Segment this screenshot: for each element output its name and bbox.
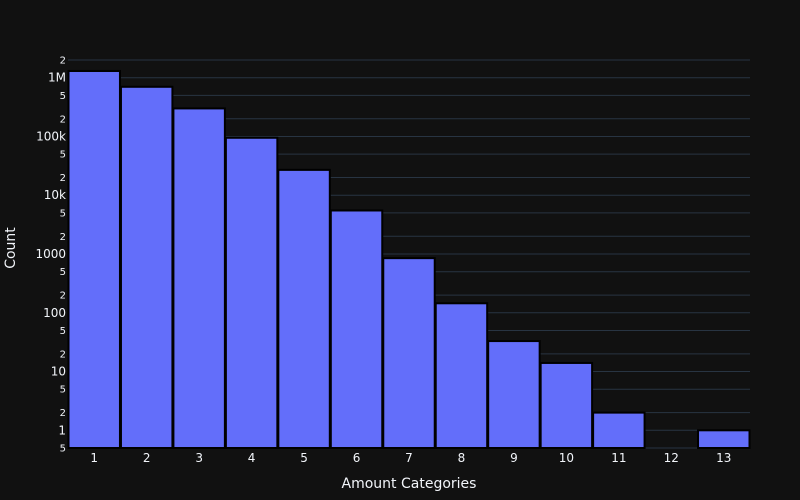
x-tick-label: 7 — [405, 451, 413, 465]
x-tick-label: 1 — [90, 451, 98, 465]
y-minor-tick-label: 5 — [60, 444, 66, 455]
y-tick-label: 1000 — [35, 247, 66, 261]
y-minor-tick-label: 2 — [60, 56, 66, 67]
bar-4[interactable] — [224, 136, 279, 449]
x-axis-title: Amount Categories — [342, 476, 477, 492]
bar-layer — [67, 69, 751, 450]
x-tick-label: 13 — [716, 451, 731, 465]
x-tick-label: 10 — [559, 451, 574, 465]
y-axis-ticks: 1 10 100 1000 10k 100k 1M 5 2 5 2 5 2 5 2 5 2 5 2 5 2 — [35, 56, 66, 455]
bar-13[interactable] — [697, 429, 751, 449]
y-minor-tick-label: 5 — [60, 385, 66, 396]
y-minor-tick-label: 5 — [60, 150, 66, 161]
x-tick-label: 9 — [510, 451, 518, 465]
bar-7[interactable] — [382, 257, 436, 449]
y-minor-tick-label: 2 — [60, 291, 66, 302]
y-axis-title: Count — [3, 227, 19, 269]
bar-3[interactable] — [172, 107, 226, 449]
y-tick-label: 100k — [36, 129, 66, 143]
x-tick-label: 6 — [353, 451, 361, 465]
bar-6[interactable] — [329, 209, 384, 449]
y-minor-tick-label: 2 — [60, 349, 66, 360]
bar-5[interactable] — [277, 168, 331, 449]
bar-2[interactable] — [119, 85, 174, 449]
x-tick-label: 4 — [248, 451, 256, 465]
y-minor-tick-label: 2 — [60, 408, 66, 419]
y-tick-label: 1M — [48, 71, 66, 85]
y-tick-label: 10 — [51, 365, 66, 379]
x-tick-label: 11 — [611, 451, 626, 465]
y-tick-label: 100 — [43, 306, 66, 320]
x-tick-label: 2 — [143, 451, 151, 465]
y-minor-tick-label: 2 — [60, 114, 66, 125]
y-tick-label: 10k — [44, 188, 66, 202]
y-minor-tick-label: 5 — [60, 267, 66, 278]
bar-1[interactable] — [67, 69, 121, 449]
y-minor-tick-label: 5 — [60, 326, 66, 337]
x-tick-label: 5 — [300, 451, 308, 465]
x-tick-label: 3 — [195, 451, 203, 465]
x-tick-label: 12 — [664, 451, 679, 465]
y-minor-tick-label: 5 — [60, 91, 66, 102]
bar-11[interactable] — [592, 411, 646, 450]
y-minor-tick-label: 5 — [60, 208, 66, 219]
x-tick-label: 8 — [458, 451, 466, 465]
bar-8[interactable] — [434, 302, 489, 449]
bar-9[interactable] — [487, 340, 541, 450]
x-axis-ticks: 1 2 3 4 5 6 7 8 9 10 11 12 13 — [90, 451, 731, 465]
bar-10[interactable] — [539, 361, 594, 450]
y-tick-label: 1 — [58, 423, 66, 437]
y-minor-tick-label: 2 — [60, 173, 66, 184]
y-minor-tick-label: 2 — [60, 232, 66, 243]
